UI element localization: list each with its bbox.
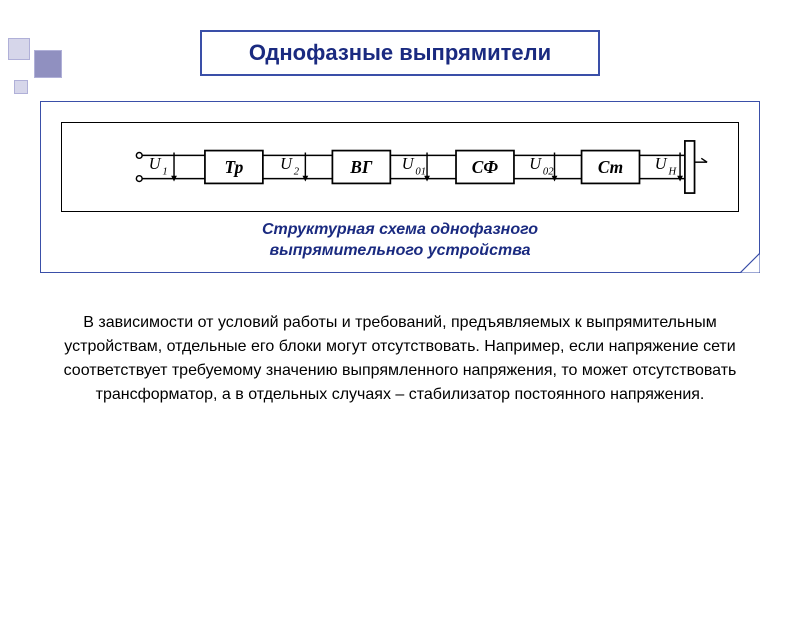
svg-text:U: U: [402, 154, 415, 173]
svg-text:СФ: СФ: [472, 158, 499, 177]
svg-text:U: U: [280, 154, 293, 173]
diagram-container: ТрВГСФСтU1U2U01U02UН Структурная схема о…: [40, 101, 760, 273]
svg-text:Ст: Ст: [598, 158, 623, 177]
svg-text:Н: Н: [667, 167, 677, 178]
body-paragraph: В зависимости от условий работы и требов…: [50, 311, 750, 407]
page-title: Однофазные выпрямители: [249, 40, 551, 65]
svg-text:Тр: Тр: [224, 158, 243, 177]
caption-line-2: выпрямительного устройства: [269, 242, 530, 259]
title-box: Однофазные выпрямители: [200, 30, 600, 76]
block-diagram-svg: ТрВГСФСтU1U2U01U02UН: [62, 123, 738, 211]
page-fold-icon: [740, 253, 760, 273]
svg-text:U: U: [529, 154, 542, 173]
diagram-canvas: ТрВГСФСтU1U2U01U02UН: [61, 122, 739, 212]
svg-text:ВГ: ВГ: [349, 158, 373, 177]
svg-text:1: 1: [162, 167, 167, 178]
svg-text:U: U: [655, 154, 668, 173]
diagram-caption: Структурная схема однофазного выпрямител…: [51, 220, 749, 262]
caption-line-1: Структурная схема однофазного: [262, 221, 538, 238]
svg-text:U: U: [149, 154, 162, 173]
svg-text:2: 2: [294, 167, 300, 178]
